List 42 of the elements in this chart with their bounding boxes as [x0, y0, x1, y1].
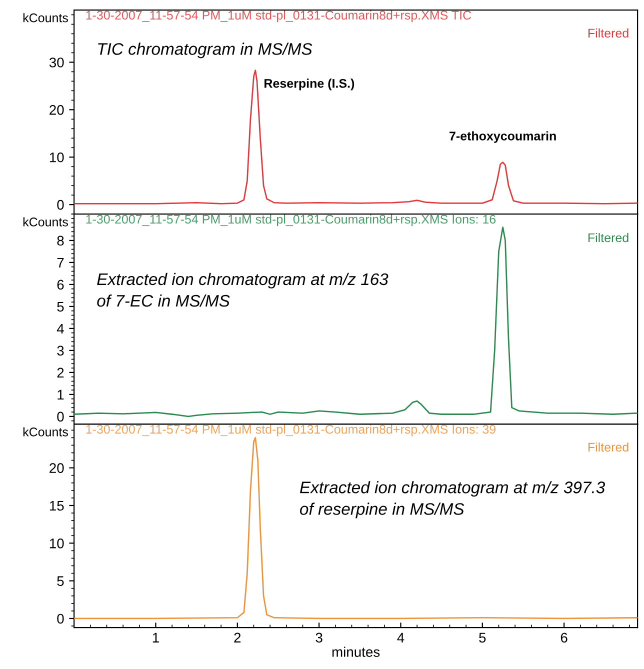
x-tick-label: 4	[397, 632, 404, 642]
text: Filtered	[588, 442, 628, 452]
x-tick-label: 3	[316, 632, 322, 643]
x-tick-label: 6	[560, 632, 568, 643]
y-tick-label: 10	[50, 538, 64, 548]
y-tick-label: 0	[57, 412, 64, 422]
y-tick-label: 20	[50, 105, 64, 115]
annotation: TIC chromatogram in MS/MS	[98, 42, 312, 58]
x-tick-label: 2	[234, 632, 241, 642]
chart-title: 1-30-2007_11-57-54 PM_1uM std-pl_0131-Coumarin8d+rsp.XMS Ions: 16	[86, 214, 496, 226]
y-tick-label: 4	[56, 324, 64, 334]
y-tick-label: 0	[57, 200, 64, 210]
annotation: Extracted ion chromatogram at m/z 163 of 7-EC in MS/MS	[97, 272, 388, 307]
y-tick-label: 30	[49, 58, 64, 68]
annotation: Extracted ion chromatogram at m/z 397.3 of reserpine in MS/MS	[300, 481, 606, 518]
y-tick-label: 20	[50, 463, 64, 474]
y-tick-label: 6	[57, 280, 64, 290]
y-axis-title: kCounts	[23, 217, 68, 226]
y-tick-label: 5	[57, 302, 64, 312]
line-series	[74, 70, 638, 204]
y-tick-label: 2	[57, 368, 64, 378]
text: Filtered	[588, 232, 628, 242]
chart-title: 1-30-2007_11-57-54 PM_1uM std-pl_0131-Coumarin8d+rsp.XMS TIC	[86, 10, 472, 22]
y-tick-label: 7	[57, 258, 64, 268]
y-axis-title: kCounts	[23, 427, 68, 436]
y-tick-label: 15	[50, 500, 64, 511]
y-tick-label: 5	[57, 576, 64, 586]
y-axis-title: kCounts	[23, 13, 68, 22]
x-tick-label: 5	[479, 632, 486, 643]
annotation: 7-ethoxycoumarin	[450, 131, 556, 143]
y-tick-label: 8	[57, 236, 64, 246]
annotation: Reserpine (I.S.)	[264, 78, 354, 90]
y-tick-label: 1	[58, 390, 64, 400]
line-series	[74, 226, 638, 418]
y-tick-label: 3	[57, 346, 64, 356]
y-tick-label: 0	[57, 614, 64, 624]
x-axis-title: minutes	[332, 646, 380, 657]
chart-title: 1-30-2007_11-57-54 PM_1uM std-pl_0131-Coumarin8d+rsp.XMS Ions: 39	[86, 424, 496, 436]
y-tick-label: 10	[50, 152, 64, 162]
text: Filtered	[588, 28, 628, 38]
line-series	[74, 437, 638, 620]
x-tick-label: 1	[152, 632, 159, 642]
